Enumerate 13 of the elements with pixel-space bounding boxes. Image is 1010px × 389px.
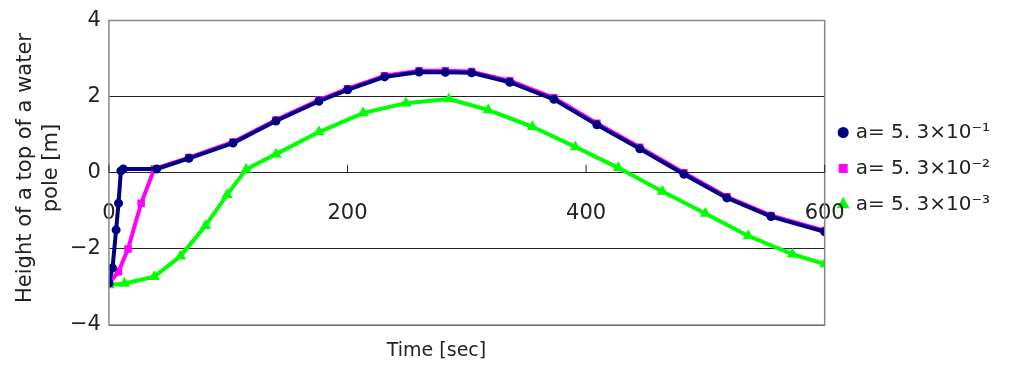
y-tick-label: 2 — [87, 83, 101, 108]
legend-label: a= 5. 3×10⁻³ — [855, 190, 991, 215]
y-tick-label: 4 — [87, 7, 101, 32]
x-tick-label: 400 — [566, 199, 607, 224]
y-tick-label: 0 — [87, 159, 101, 184]
x-axis-title: Time [sec] — [385, 338, 488, 360]
x-tick-label: 600 — [804, 199, 845, 224]
x-tick-label: 200 — [327, 199, 368, 224]
y-tick-label: −2 — [69, 235, 101, 260]
legend-label: a= 5. 3×10⁻² — [855, 154, 991, 179]
y-tick-label: −4 — [69, 311, 101, 336]
legend-label: a= 5. 3×10⁻¹ — [855, 118, 991, 143]
y-axis-title: Height of a top of a water pole [m] — [11, 32, 63, 305]
